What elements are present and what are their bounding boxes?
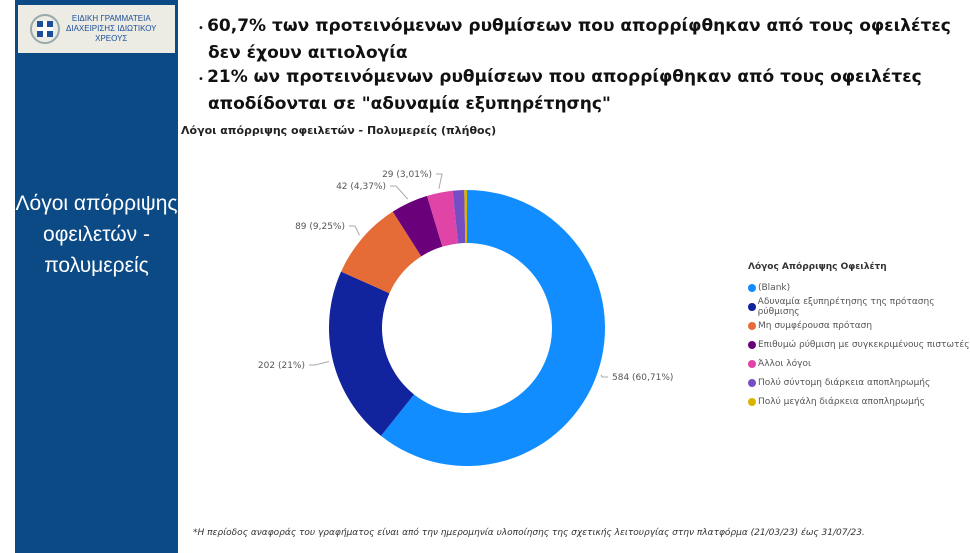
legend-item[interactable]: Επιθυμώ ρύθμιση με συγκεκριμένους πιστωτ… — [748, 335, 970, 354]
legend-label: Αδυναμία εξυπηρέτησης της πρότασης ρύθμι… — [757, 296, 935, 317]
bullet-text: 21% ων προτεινόμενων ρυθμίσεων που απορρ… — [207, 67, 922, 114]
legend-swatch — [748, 378, 756, 387]
legend-item[interactable]: Άλλοι λόγοι — [748, 354, 970, 373]
emblem-icon — [30, 14, 60, 44]
donut-slice[interactable] — [341, 211, 422, 294]
legend-item[interactable]: (Blank) — [748, 278, 970, 297]
leader-line — [600, 374, 608, 378]
legend: Λόγος Απόρριψης Οφειλέτη (Blank) Αδυναμία… — [748, 262, 970, 411]
legend-item[interactable]: Πολύ σύντομη διάρκεια αποπληρωμής — [748, 373, 970, 392]
bullet-item: • 21% ων προτεινόμενων ρυθμίσεων που απο… — [198, 67, 922, 114]
footnote: *Η περίοδος αναφοράς του γραφήματος είνα… — [193, 528, 865, 538]
data-label: 202 (21%) — [258, 361, 305, 371]
data-label: 42 (4,37%) — [336, 182, 386, 192]
legend-item[interactable]: Πολύ μεγάλη διάρκεια αποπληρωμής — [748, 392, 970, 411]
legend-label: Επιθυμώ ρύθμιση με συγκεκριμένους πιστωτ… — [758, 339, 970, 350]
legend-item[interactable]: Μη συμφέρουσα πρόταση — [748, 316, 970, 335]
donut-slice[interactable] — [464, 190, 467, 244]
leader-line — [436, 173, 443, 189]
sidebar — [15, 0, 178, 553]
bullet-item: • 60,7% των προτεινόμενων ρυθμίσεων που … — [198, 16, 951, 63]
bullet-list: • 60,7% των προτεινόμενων ρυθμίσεων που … — [198, 14, 958, 116]
donut-slice[interactable] — [427, 190, 459, 247]
leader-line — [349, 225, 360, 236]
data-label: 29 (3,01%) — [382, 170, 432, 180]
legend-label: Πολύ σύντομη διάρκεια αποπληρωμής — [758, 377, 931, 388]
logo: ΕΙΔΙΚΗ ΓΡΑΜΜΑΤΕΙΑ ΔΙΑΧΕΙΡΙΣΗΣ ΙΔΙΩΤΙΚΟΥ ΧΡ… — [18, 5, 175, 53]
donut-slice[interactable] — [452, 190, 466, 244]
logo-line: ΔΙΑΧΕΙΡΙΣΗΣ ΙΔΙΩΤΙΚΟΥ — [66, 24, 157, 33]
logo-line: ΕΙΔΙΚΗ ΓΡΑΜΜΑΤΕΙΑ — [71, 14, 151, 23]
data-label: 584 (60,71%) — [612, 373, 673, 383]
legend-title: Λόγος Απόρριψης Οφειλέτη — [748, 262, 887, 272]
donut-slice[interactable] — [392, 195, 443, 257]
legend-item[interactable]: Αδυναμία εξυπηρέτησης της πρότασης ρύθμι… — [748, 296, 970, 317]
legend-swatch — [748, 359, 756, 368]
legend-swatch — [748, 283, 756, 292]
legend-swatch — [748, 397, 756, 406]
chart-title: Λόγοι απόρριψης οφειλετών - Πολυμερείς (… — [181, 124, 497, 137]
logo-line: ΧΡΕΟΥΣ — [95, 34, 128, 43]
legend-swatch — [748, 321, 756, 330]
bullet-text: 60,7% των προτεινόμενων ρυθμίσεων που απ… — [207, 16, 951, 63]
legend-label: Πολύ μεγάλη διάρκεια αποπληρωμής — [758, 396, 925, 407]
legend-label: (Blank) — [758, 282, 791, 293]
donut-slice[interactable] — [381, 190, 605, 466]
legend-swatch — [748, 340, 756, 349]
legend-swatch — [748, 302, 756, 311]
leader-line — [309, 361, 330, 366]
sidebar-title: Λόγοι απόρριψης οφειλετών - πολυμερείς — [15, 192, 178, 277]
legend-label: Μη συμφέρουσα πρόταση — [758, 320, 873, 331]
leader-line — [390, 185, 409, 200]
donut-slice[interactable] — [329, 271, 415, 436]
legend-label: Άλλοι λόγοι — [758, 358, 812, 369]
data-label: 89 (9,25%) — [295, 222, 345, 232]
